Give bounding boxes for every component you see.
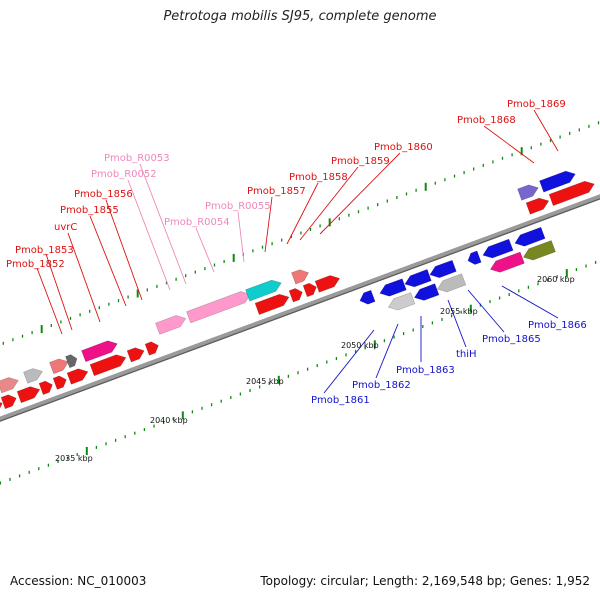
- gene-arrow: [302, 282, 317, 298]
- gene-arrow: [89, 354, 127, 377]
- gene-arrow: [291, 269, 310, 285]
- connector-line: [467, 289, 505, 333]
- connector-line: [45, 253, 73, 331]
- gene-arrow: [379, 278, 407, 297]
- gene-arrow: [49, 358, 69, 375]
- gene-label-pmob-r0053: Pmob_R0053: [104, 153, 170, 164]
- connector-line: [67, 232, 101, 323]
- gene-label-pmob-1858: Pmob_1858: [289, 172, 348, 183]
- gene-arrow: [489, 251, 525, 273]
- kbp-label-2040: 2040 kbp: [150, 416, 188, 425]
- connector-line: [501, 285, 559, 319]
- gene-label-pmob-1852: Pmob_1852: [6, 259, 65, 270]
- tick-marks: [0, 121, 600, 485]
- gene-arrow: [155, 315, 187, 335]
- gene-arrow: [0, 377, 19, 394]
- label-connectors: [36, 109, 559, 394]
- gene-arrow: [359, 289, 376, 305]
- gene-arrow: [144, 341, 159, 356]
- gene-label-pmob-r0052: Pmob_R0052: [91, 169, 157, 180]
- connector-line: [323, 329, 375, 394]
- gene-arrow: [429, 259, 457, 279]
- gene-arrow: [436, 273, 467, 293]
- gene-label-pmob-1865: Pmob_1865: [482, 334, 541, 345]
- gene-arrow: [16, 386, 41, 404]
- gene-label-pmob-1862: Pmob_1862: [352, 380, 411, 391]
- gene-label-pmob-1856: Pmob_1856: [74, 189, 133, 200]
- kbp-label-2035: 2035 kbp: [55, 454, 93, 463]
- gene-arrow: [525, 197, 550, 215]
- gene-features: [0, 170, 595, 410]
- connector-line: [375, 323, 399, 379]
- gene-arrow: [245, 279, 282, 302]
- gene-arrow: [467, 250, 482, 265]
- gene-label-pmob-1866: Pmob_1866: [528, 320, 587, 331]
- gene-arrow: [539, 170, 576, 193]
- connector-line: [127, 179, 171, 291]
- gene-arrow: [548, 180, 595, 206]
- gene-arrow: [186, 291, 251, 324]
- gene-label-pmob-r0054: Pmob_R0054: [164, 217, 230, 228]
- gene-arrow: [0, 394, 17, 410]
- connector-line: [36, 267, 63, 335]
- map-title: Petrotoga mobilis SJ95, complete genome: [163, 9, 437, 24]
- gene-arrow: [288, 288, 303, 303]
- connector-line: [483, 125, 535, 164]
- gene-label-pmob-1853: Pmob_1853: [15, 245, 74, 256]
- gene-label-pmob-1861: Pmob_1861: [311, 395, 370, 406]
- gene-arrow: [23, 368, 43, 384]
- connector-line: [447, 299, 467, 348]
- connector-line: [89, 215, 127, 307]
- accession-text: Accession: NC_010003: [10, 574, 147, 588]
- topology-text: Topology: circular; Length: 2,169,548 bp…: [260, 574, 590, 588]
- gene-arrow: [517, 184, 539, 201]
- connector-line: [319, 152, 401, 235]
- gene-arrow: [387, 292, 416, 311]
- gene-label-pmob-r0055: Pmob_R0055: [205, 201, 271, 212]
- connector-line: [299, 166, 359, 241]
- gene-arrow: [413, 283, 440, 301]
- gene-arrow: [404, 269, 432, 288]
- gene-label-pmob-1869: Pmob_1869: [507, 99, 566, 110]
- connector-line: [286, 182, 319, 245]
- gene-label-pmob-1863: Pmob_1863: [396, 365, 455, 376]
- gene-label-uvrc: uvrC: [54, 222, 77, 233]
- gene-arrow: [38, 380, 53, 395]
- gene-label-pmob-1868: Pmob_1868: [457, 115, 516, 126]
- kbp-label-2045: 2045 kbp: [246, 377, 284, 386]
- kbp-label-2055: 2055 kbp: [440, 307, 478, 316]
- gene-arrow: [81, 340, 118, 363]
- genome-track: [0, 194, 600, 422]
- gene-arrow: [126, 347, 145, 363]
- connector-line: [139, 163, 187, 285]
- connector-line: [195, 227, 215, 273]
- gene-arrow: [52, 375, 67, 390]
- gene-label-pmob-1857: Pmob_1857: [247, 186, 306, 197]
- gene-arrow: [314, 275, 341, 293]
- gene-label-pmob-1860: Pmob_1860: [374, 142, 433, 153]
- connector-line: [264, 196, 273, 253]
- kbp-label-2050: 2050 kbp: [341, 341, 379, 350]
- gene-arrow: [514, 226, 546, 247]
- connector-line: [237, 211, 245, 263]
- gene-arrow: [66, 368, 89, 385]
- gene-arrow: [254, 293, 290, 315]
- connector-line: [533, 109, 559, 152]
- gene-arrow: [65, 354, 78, 369]
- gene-arrow: [0, 402, 3, 409]
- gene-label-pmob-1859: Pmob_1859: [331, 156, 390, 167]
- gene-arrow: [482, 238, 514, 259]
- gene-label-thih: thiH: [456, 349, 477, 360]
- gene-arrow: [522, 240, 556, 261]
- kbp-label-2060: 2060 kbp: [537, 275, 575, 284]
- gene-label-pmob-1855: Pmob_1855: [60, 205, 119, 216]
- connector-line: [105, 199, 143, 301]
